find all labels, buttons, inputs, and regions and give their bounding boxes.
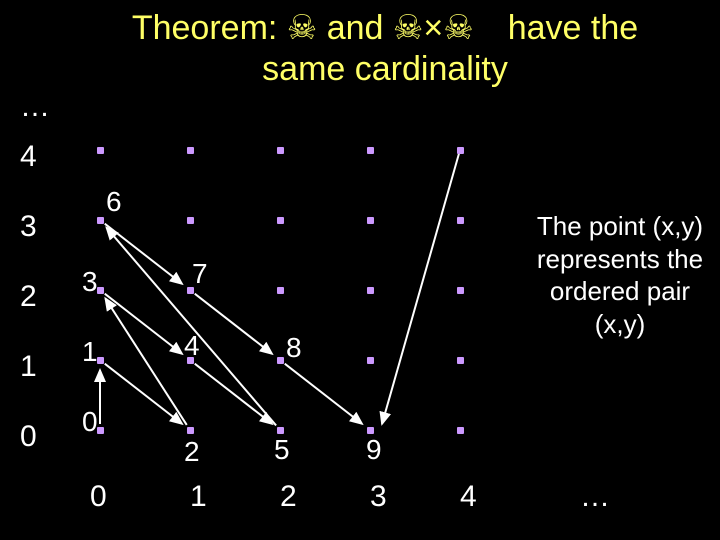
path-segment — [105, 294, 182, 354]
path-segment — [105, 224, 182, 284]
x-axis-label: 0 — [90, 480, 107, 514]
y-axis-label: 1 — [20, 350, 37, 384]
ordinal-label: 2 — [184, 436, 200, 468]
ordinal-label: 0 — [82, 406, 98, 438]
grid-dot — [457, 427, 464, 434]
grid-dot — [187, 217, 194, 224]
side-l2: represents the — [537, 244, 703, 274]
side-l3: ordered pair — [550, 276, 690, 306]
side-l4: (x,y) — [595, 309, 646, 339]
ordinal-label: 5 — [274, 434, 290, 466]
grid-dot — [367, 357, 374, 364]
y-axis-label: 0 — [20, 420, 37, 454]
grid-dot — [97, 357, 104, 364]
ordinal-label: 4 — [184, 330, 200, 362]
grid-dot — [277, 357, 284, 364]
path-segment — [195, 364, 272, 424]
path-segment — [105, 364, 182, 424]
grid-dot — [367, 217, 374, 224]
x-axis-label: 3 — [370, 480, 387, 514]
x-axis-label: … — [580, 480, 610, 514]
grid-dot — [457, 357, 464, 364]
y-axis-label: 2 — [20, 280, 37, 314]
grid-dot — [277, 217, 284, 224]
grid-dot — [187, 147, 194, 154]
ordinal-label: 9 — [366, 434, 382, 466]
side-l1: The point (x,y) — [537, 211, 703, 241]
grid-dot — [97, 147, 104, 154]
grid-dot — [97, 427, 104, 434]
y-axis-label: 3 — [20, 210, 37, 244]
title-line-1: Theorem: ☠ and ☠×☠ have the — [132, 9, 638, 47]
x-axis-label: 2 — [280, 480, 297, 514]
theorem-title: Theorem: ☠ and ☠×☠ have the same cardina… — [90, 8, 680, 90]
ordinal-label: 1 — [82, 336, 98, 368]
y-axis-label: 4 — [20, 140, 37, 174]
path-segment — [195, 294, 272, 354]
grid-dot — [187, 427, 194, 434]
y-axis-label: … — [20, 90, 50, 124]
grid-dot — [457, 287, 464, 294]
ordinal-label: 7 — [192, 258, 208, 290]
grid-dot — [277, 287, 284, 294]
grid-dot — [97, 287, 104, 294]
grid-dot — [367, 147, 374, 154]
grid-dot — [457, 147, 464, 154]
title-line-2: same cardinality — [262, 50, 508, 88]
ordinal-label: 6 — [106, 186, 122, 218]
path-segment — [105, 298, 186, 425]
side-explanation: The point (x,y) represents the ordered p… — [520, 210, 720, 340]
path-segment — [285, 364, 362, 424]
ordinal-label: 3 — [82, 266, 98, 298]
ordinal-label: 8 — [286, 332, 302, 364]
path-segment-extra — [382, 150, 460, 424]
grid-dot — [367, 287, 374, 294]
x-axis-label: 4 — [460, 480, 477, 514]
grid-dot — [277, 427, 284, 434]
grid-dot — [97, 217, 104, 224]
grid-dot — [277, 147, 284, 154]
grid-dot — [457, 217, 464, 224]
grid-dot — [367, 427, 374, 434]
x-axis-label: 1 — [190, 480, 207, 514]
